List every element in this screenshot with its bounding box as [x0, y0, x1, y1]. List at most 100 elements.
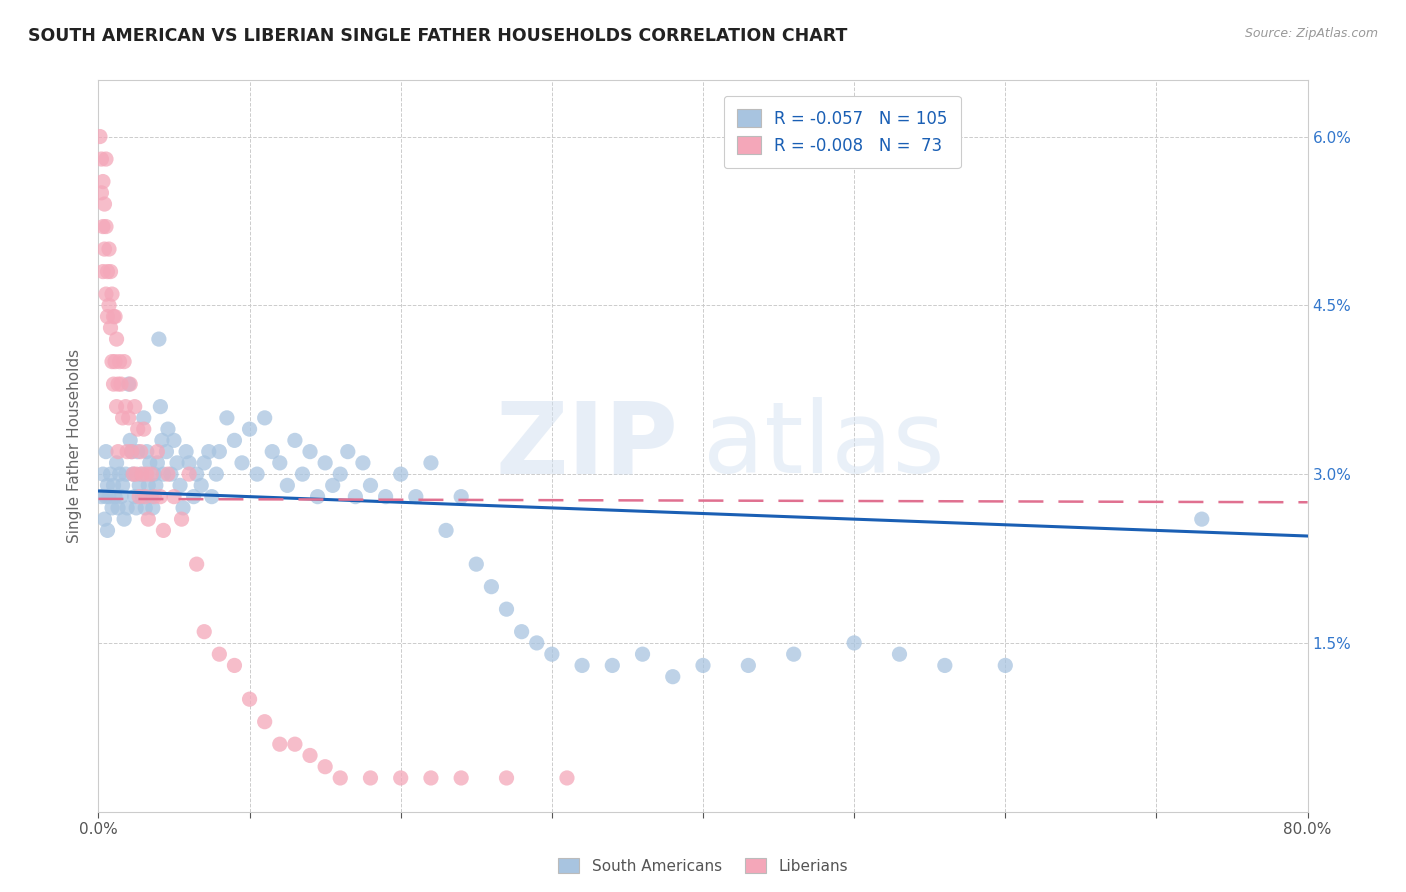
Point — [314, 760, 336, 774]
Point — [197, 444, 219, 458]
Point — [111, 410, 134, 425]
Point — [193, 624, 215, 639]
Point — [239, 422, 262, 436]
Point — [329, 771, 352, 785]
Point — [132, 410, 155, 425]
Point — [96, 524, 118, 538]
Point — [360, 771, 382, 785]
Point — [129, 467, 152, 482]
Point — [146, 456, 169, 470]
Point — [107, 377, 129, 392]
Point — [737, 658, 759, 673]
Point — [121, 444, 143, 458]
Point — [125, 500, 148, 515]
Point — [329, 467, 352, 482]
Point — [783, 647, 806, 661]
Point — [571, 658, 593, 673]
Point — [96, 478, 118, 492]
Point — [352, 456, 374, 470]
Point — [224, 658, 246, 673]
Text: Source: ZipAtlas.com: Source: ZipAtlas.com — [1244, 27, 1378, 40]
Point — [190, 478, 212, 492]
Point — [105, 456, 128, 470]
Text: SOUTH AMERICAN VS LIBERIAN SINGLE FATHER HOUSEHOLDS CORRELATION CHART: SOUTH AMERICAN VS LIBERIAN SINGLE FATHER… — [28, 27, 848, 45]
Point — [148, 332, 170, 346]
Point — [994, 658, 1017, 673]
Point — [139, 456, 162, 470]
Point — [104, 354, 127, 368]
Point — [100, 467, 122, 482]
Point — [103, 377, 125, 392]
Point — [103, 310, 125, 324]
Point — [120, 434, 142, 448]
Point — [889, 647, 911, 661]
Point — [93, 242, 115, 256]
Point — [98, 242, 121, 256]
Point — [495, 602, 517, 616]
Point — [134, 490, 156, 504]
Point — [844, 636, 866, 650]
Point — [389, 771, 412, 785]
Point — [434, 524, 457, 538]
Point — [94, 490, 117, 504]
Point — [104, 490, 127, 504]
Point — [156, 422, 179, 436]
Point — [111, 478, 134, 492]
Point — [1191, 512, 1213, 526]
Point — [135, 444, 157, 458]
Point — [91, 219, 114, 234]
Point — [124, 490, 146, 504]
Point — [336, 444, 359, 458]
Point — [152, 467, 174, 482]
Point — [105, 400, 128, 414]
Point — [127, 444, 149, 458]
Point — [661, 670, 683, 684]
Text: atlas: atlas — [703, 398, 945, 494]
Point — [172, 500, 194, 515]
Point — [149, 400, 172, 414]
Point — [160, 467, 183, 482]
Point — [134, 500, 156, 515]
Point — [131, 467, 153, 482]
Point — [163, 490, 186, 504]
Point — [262, 444, 284, 458]
Point — [253, 714, 276, 729]
Point — [90, 152, 112, 166]
Point — [143, 467, 166, 482]
Point — [152, 524, 174, 538]
Legend: South Americans, Liberians: South Americans, Liberians — [553, 852, 853, 880]
Point — [186, 467, 208, 482]
Point — [121, 444, 143, 458]
Point — [100, 321, 122, 335]
Point — [136, 512, 159, 526]
Point — [291, 467, 314, 482]
Point — [299, 748, 322, 763]
Point — [205, 467, 228, 482]
Point — [465, 557, 488, 571]
Point — [169, 478, 191, 492]
Point — [166, 456, 188, 470]
Point — [94, 287, 117, 301]
Point — [89, 129, 111, 144]
Point — [93, 512, 115, 526]
Point — [107, 500, 129, 515]
Point — [118, 377, 141, 392]
Point — [555, 771, 578, 785]
Point — [110, 490, 132, 504]
Legend: R = -0.057   N = 105, R = -0.008   N =  73: R = -0.057 N = 105, R = -0.008 N = 73 — [724, 96, 960, 169]
Point — [276, 478, 298, 492]
Point — [141, 467, 163, 482]
Point — [108, 354, 131, 368]
Point — [934, 658, 956, 673]
Point — [163, 434, 186, 448]
Point — [131, 490, 153, 504]
Point — [314, 456, 336, 470]
Point — [105, 332, 128, 346]
Point — [96, 264, 118, 278]
Point — [107, 444, 129, 458]
Point — [239, 692, 262, 706]
Point — [142, 500, 165, 515]
Point — [90, 490, 112, 504]
Point — [269, 737, 291, 751]
Point — [129, 444, 152, 458]
